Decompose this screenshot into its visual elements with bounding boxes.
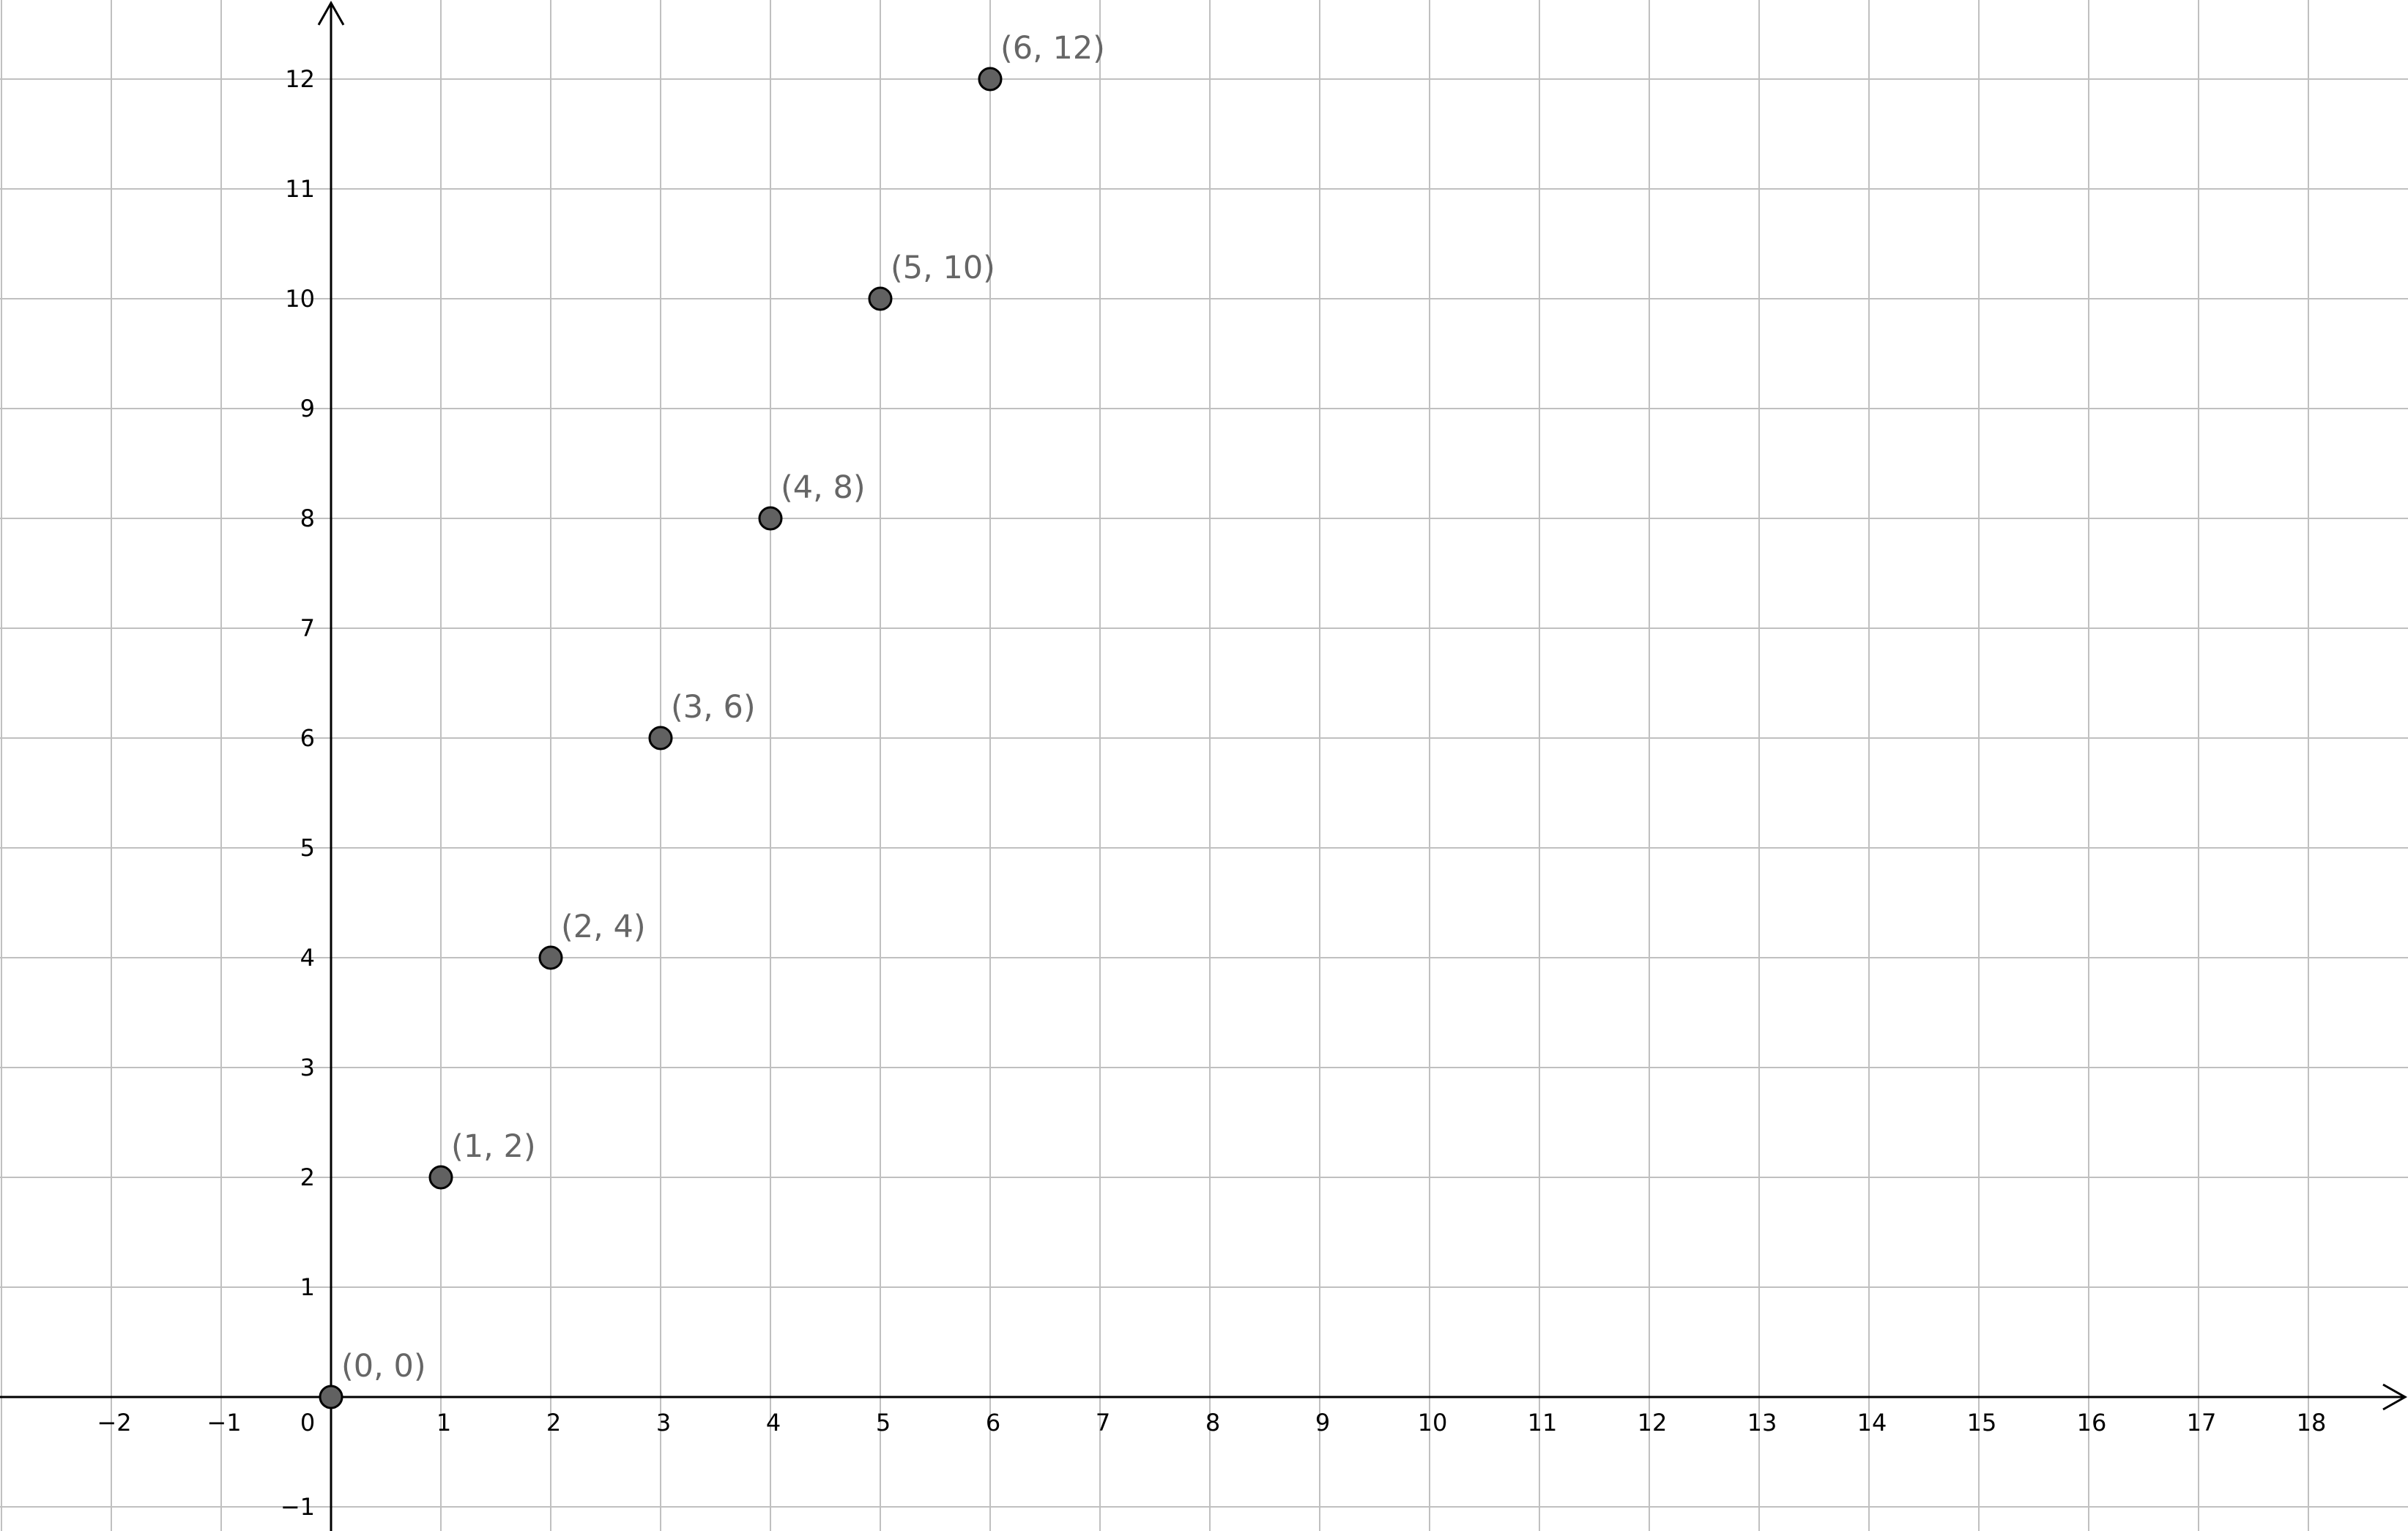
x-tick-label: 6 xyxy=(986,1409,1000,1437)
data-point[interactable] xyxy=(648,726,673,750)
x-tick-label: 3 xyxy=(656,1409,671,1437)
y-tick-label: 2 xyxy=(300,1163,315,1191)
x-tick-label: 5 xyxy=(876,1409,891,1437)
data-point[interactable] xyxy=(428,1165,453,1190)
y-tick-label: 6 xyxy=(300,724,315,752)
x-tick-label: −2 xyxy=(97,1409,131,1437)
x-tick-label: 11 xyxy=(1528,1409,1558,1437)
x-tick-label: 17 xyxy=(2187,1409,2217,1437)
data-point[interactable] xyxy=(538,945,563,970)
data-point[interactable] xyxy=(978,67,1003,92)
x-tick-label: 0 xyxy=(300,1409,315,1437)
y-tick-label: 11 xyxy=(285,175,315,203)
point-label: (4, 8) xyxy=(781,469,866,506)
x-tick-label: 10 xyxy=(1418,1409,1448,1437)
y-tick-label: 1 xyxy=(300,1273,315,1301)
x-tick-label: 16 xyxy=(2077,1409,2107,1437)
point-label: (0, 0) xyxy=(341,1348,426,1385)
y-tick-label: 8 xyxy=(300,504,315,532)
point-label: (1, 2) xyxy=(451,1128,536,1165)
data-point[interactable] xyxy=(758,506,783,531)
data-points: (0, 0) (1, 2) (2, 4) (3, 6) (4, 8) (5, 10) (6,… xyxy=(319,30,1105,1409)
tick-labels: −2 −1 0 1 2 3 4 5 6 7 8 9 10 11 12 13 14 15 16 17 18−1123456… xyxy=(97,65,2326,1521)
y-axis-arrow xyxy=(317,0,345,26)
x-tick-label: 2 xyxy=(546,1409,561,1437)
x-tick-label: 13 xyxy=(1747,1409,1777,1437)
x-tick-label: 14 xyxy=(1857,1409,1887,1437)
x-tick-label: 7 xyxy=(1096,1409,1110,1437)
x-tick-label: −1 xyxy=(207,1409,241,1437)
y-tick-label: 9 xyxy=(300,395,315,422)
y-tick-label: 10 xyxy=(285,285,315,313)
point-label: (2, 4) xyxy=(561,909,646,945)
x-tick-label: 8 xyxy=(1205,1409,1220,1437)
x-tick-label: 12 xyxy=(1638,1409,1668,1437)
point-label: (5, 10) xyxy=(891,250,995,286)
x-tick-label: 4 xyxy=(766,1409,781,1437)
y-tick-label: 3 xyxy=(300,1054,315,1081)
x-axis-arrow xyxy=(2382,1383,2408,1411)
y-tick-label: −1 xyxy=(280,1493,315,1521)
data-point[interactable] xyxy=(319,1385,343,1409)
point-label: (3, 6) xyxy=(671,689,756,726)
x-tick-label: 9 xyxy=(1315,1409,1330,1437)
x-tick-label: 1 xyxy=(436,1409,451,1437)
y-tick-label: 12 xyxy=(285,65,315,93)
point-label: (6, 12) xyxy=(1000,30,1105,67)
x-tick-label: 15 xyxy=(1967,1409,1997,1437)
y-tick-label: 4 xyxy=(300,944,315,972)
x-tick-label: 18 xyxy=(2297,1409,2327,1437)
y-tick-label: 7 xyxy=(300,614,315,642)
data-point[interactable] xyxy=(868,286,893,311)
y-tick-label: 5 xyxy=(300,834,315,862)
